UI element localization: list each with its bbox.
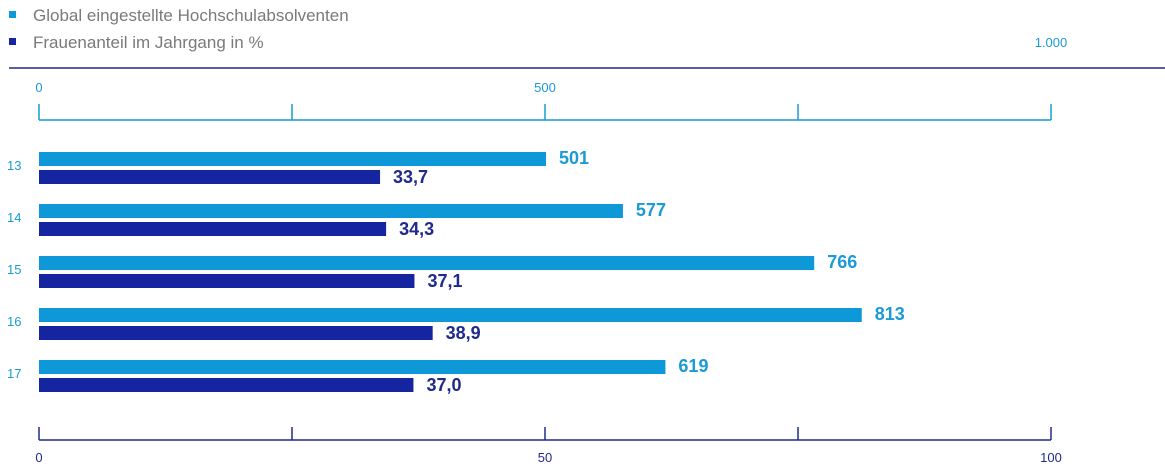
axis-top: 0 500 1.000 [35,35,1068,121]
legend-label-women-share: Frauenanteil im Jahrgang in % [33,33,264,52]
data-label-graduates: 577 [636,200,666,220]
bar-women-share [39,326,433,340]
axis-top-tick-label: 0 [35,80,42,95]
category-label: 15 [7,262,21,277]
bar-graduates [39,308,862,322]
data-label-graduates: 813 [875,304,905,324]
category-label: 16 [7,314,21,329]
data-label-women-share: 34,3 [399,219,434,239]
data-label-women-share: 37,1 [427,271,462,291]
axis-top-tick-label: 500 [534,80,556,95]
category-label: 13 [7,158,21,173]
bar-women-share [39,170,381,184]
category-label: 17 [7,366,21,381]
axis-bottom-tick-label: 50 [538,450,552,465]
axis-bottom-tick-label: 0 [35,450,42,465]
bar-women-share [39,222,387,236]
category-label: 14 [7,210,21,225]
legend-swatch-women-share [9,38,16,45]
data-label-graduates: 501 [559,148,589,168]
data-label-women-share: 33,7 [393,167,428,187]
bars: 13 501 33,7 14 577 34,3 15 766 37,1 16 813 38,9 17 61… [7,148,905,395]
legend-label-graduates: Global eingestellte Hochschulabsolventen [33,6,349,25]
axis-top-tick-label: 1.000 [1035,35,1068,50]
data-label-women-share: 37,0 [426,375,461,395]
data-label-graduates: 619 [678,356,708,376]
axis-bottom: 0 50 100 [35,427,1062,465]
data-label-graduates: 766 [827,252,857,272]
bar-women-share [39,274,415,288]
legend-swatch-graduates [9,11,16,18]
bar-graduates [39,152,547,166]
bar-women-share [39,378,414,392]
bar-graduates [39,256,815,270]
bar-graduates [39,204,623,218]
data-label-women-share: 38,9 [446,323,481,343]
legend: Global eingestellte Hochschulabsolventen… [9,6,349,52]
axis-bottom-tick-label: 100 [1040,450,1062,465]
bar-graduates [39,360,666,374]
